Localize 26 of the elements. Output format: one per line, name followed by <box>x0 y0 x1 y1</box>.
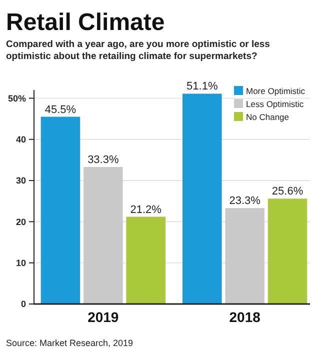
data-label: 45.5% <box>44 104 76 116</box>
chart-title: Retail Climate <box>6 9 165 36</box>
bar <box>84 166 123 304</box>
x-tick-label: 2019 <box>88 309 119 325</box>
bar <box>126 216 166 304</box>
bar <box>268 198 308 304</box>
legend-label: Less Optimistic <box>246 99 304 109</box>
y-tick-label: 20 <box>16 216 26 227</box>
data-label: 51.1% <box>186 80 218 93</box>
y-tick-label: 40 <box>16 134 26 145</box>
y-tick-label: 50% <box>8 93 26 104</box>
data-label: 23.3% <box>229 195 261 208</box>
chart-subtitle: Compared with a year ago, are you more optimistic or less optimistic about the retailing climate for supermarkets? <box>6 39 270 62</box>
y-tick-label: 10 <box>16 258 26 268</box>
data-label: 21.2% <box>130 204 162 216</box>
y-tick-label: 30 <box>16 176 26 186</box>
y-tick-label: 0 <box>20 299 26 310</box>
data-label: 33.3% <box>88 154 119 166</box>
bar <box>182 94 222 304</box>
legend-label: More Optimistic <box>246 86 306 96</box>
source-note: Source: Market Research, 2019 <box>6 338 134 348</box>
x-tick-label: 2018 <box>229 309 261 325</box>
bar <box>40 116 80 304</box>
legend-label: No Change <box>246 112 290 122</box>
data-label: 25.6% <box>272 186 304 198</box>
bar <box>225 208 264 304</box>
